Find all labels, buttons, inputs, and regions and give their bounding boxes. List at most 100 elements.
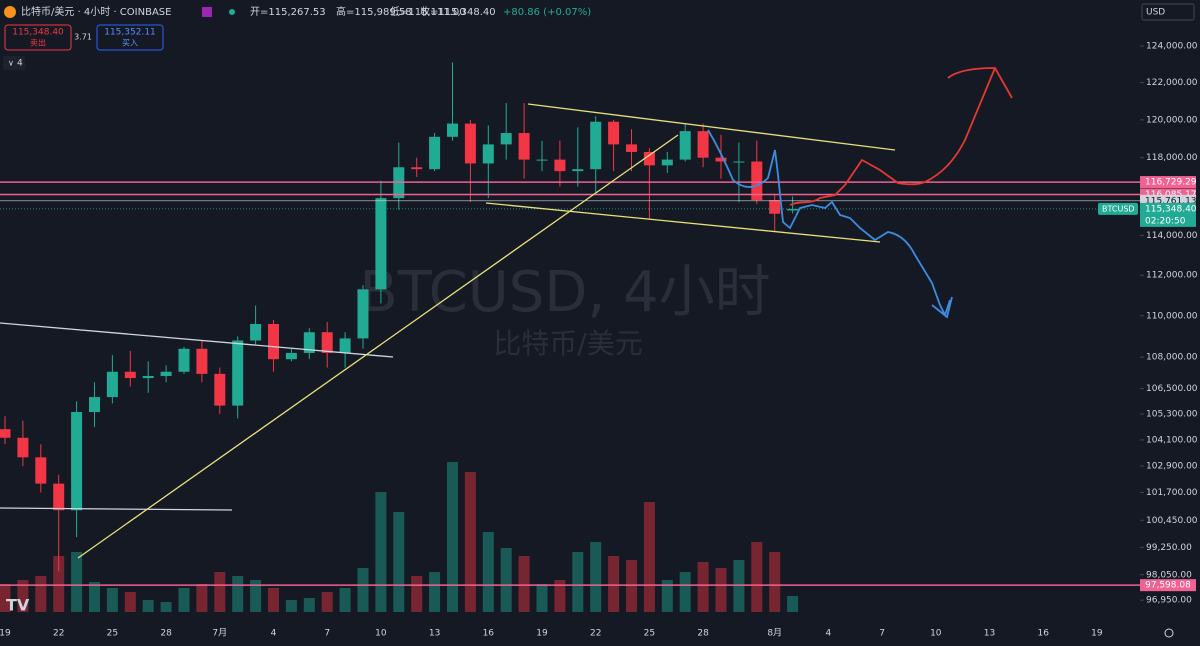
- volume-bar: [214, 572, 226, 612]
- marker-label: 115,761.13: [1145, 196, 1197, 206]
- volume-bar: [554, 580, 566, 612]
- countdown: 02:20:50: [1145, 216, 1186, 226]
- last-price-symbol: BTCUSD: [1102, 204, 1135, 213]
- flag: [202, 7, 212, 17]
- candle-body: [0, 429, 11, 438]
- volume-bar: [751, 542, 763, 612]
- trend-line: [0, 507, 233, 511]
- candle-body: [89, 397, 100, 412]
- volume-bar: [35, 576, 47, 612]
- volume-bar: [303, 598, 315, 612]
- channel-line: [527, 103, 896, 151]
- candle-body: [751, 161, 763, 201]
- volume-bar: [0, 584, 11, 612]
- logo: TV: [6, 596, 30, 615]
- last-price-label: 115,348.40: [1145, 204, 1197, 214]
- x-tick-label: 25: [107, 629, 118, 639]
- price-line-tag: [1140, 579, 1196, 592]
- volume-bar: [733, 560, 745, 612]
- y-tick-label: 122,000.00: [1146, 78, 1198, 88]
- candle-body: [733, 161, 745, 163]
- x-tick-label: 4: [826, 629, 832, 639]
- candle-body: [268, 323, 279, 360]
- indicator-toggle[interactable]: [3, 56, 25, 70]
- candle-body: [250, 323, 262, 341]
- buy-button[interactable]: [96, 24, 164, 51]
- low: 低=115,111.00: [390, 5, 466, 18]
- x-tick-label: 7: [324, 629, 330, 639]
- watermark-subtitle: 比特币/美元: [493, 327, 642, 360]
- volume-bar: [285, 600, 297, 612]
- volume-bar: [500, 548, 512, 612]
- candle-body: [285, 352, 297, 360]
- trend-line: [0, 322, 394, 358]
- volume-bar: [518, 556, 530, 612]
- volume-bar: [160, 602, 172, 612]
- y-tick-label: 108,000.00: [1146, 353, 1198, 363]
- volume-bar: [572, 552, 584, 612]
- y-tick-label: 102,900.00: [1146, 462, 1198, 472]
- price-line-label: 116,729.29: [1145, 178, 1197, 188]
- candle-body: [71, 411, 83, 511]
- volume-bar: [71, 552, 83, 612]
- toggle-arrow: ∨: [8, 59, 14, 68]
- price-line-tag: [1140, 176, 1196, 189]
- candle-body: [303, 332, 315, 353]
- volume-bar: [447, 462, 458, 612]
- volume-bar: [697, 562, 709, 612]
- sell-button[interactable]: [4, 24, 72, 51]
- last-price-tag: [1140, 202, 1196, 227]
- x-tick-label: 22: [53, 629, 64, 639]
- symbol: 比特币/美元 · 4小时 · COINBASE: [21, 5, 171, 18]
- x-tick-label: 7: [879, 629, 885, 639]
- candle-body: [715, 157, 727, 162]
- watermark: BTCUSD, 4小时 比特币/美元: [359, 260, 770, 360]
- x-tick-label: 8月: [767, 628, 782, 639]
- volume-bar: [769, 552, 781, 612]
- candle-body: [643, 151, 655, 166]
- volume-bar: [661, 580, 673, 612]
- last-price-symbol-tag: [1098, 202, 1138, 215]
- volume-bar: [411, 576, 423, 612]
- candle-body: [661, 159, 673, 166]
- volume-bar: [89, 582, 100, 612]
- trend-line: [77, 134, 679, 559]
- candle-body: [411, 167, 423, 170]
- buy-label: 买入: [122, 39, 138, 48]
- candle-body: [321, 332, 333, 353]
- volume-bar: [590, 542, 602, 612]
- candle-body: [464, 123, 476, 164]
- volume-bar: [679, 572, 691, 612]
- volume-bar: [178, 588, 190, 612]
- y-tick-label: 114,000.00: [1146, 231, 1198, 241]
- volume-bar: [536, 584, 548, 612]
- close: 收=115,348.40: [420, 5, 496, 18]
- candle-body: [572, 169, 584, 172]
- volume-bar: [250, 580, 262, 612]
- x-tick-label: 28: [160, 629, 172, 639]
- candle-body: [106, 371, 118, 398]
- x-tick-label: 19: [536, 629, 548, 639]
- x-tick-label: 22: [590, 629, 601, 639]
- x-tick-label: 19: [1091, 629, 1103, 639]
- candle-body: [53, 483, 65, 511]
- x-tick-label: 4: [271, 629, 277, 639]
- candle-body: [17, 437, 29, 458]
- volume-bar: [268, 588, 279, 612]
- x-tick-label: 10: [375, 629, 387, 639]
- candle-body: [679, 131, 691, 160]
- projection-up: [789, 67, 1013, 206]
- x-tick-label: 28: [697, 629, 709, 639]
- candle-body: [142, 375, 154, 379]
- candle-body: [375, 198, 387, 290]
- candle-body: [500, 133, 512, 145]
- status: [229, 9, 235, 15]
- candle-body: [554, 159, 566, 172]
- settings-icon[interactable]: [1164, 628, 1174, 638]
- candle-body: [697, 131, 709, 158]
- currency-select[interactable]: [1141, 3, 1195, 21]
- candle-body: [536, 159, 548, 161]
- x-tick-label: 19: [0, 629, 11, 639]
- y-tick-label: 118,000.00: [1146, 153, 1198, 163]
